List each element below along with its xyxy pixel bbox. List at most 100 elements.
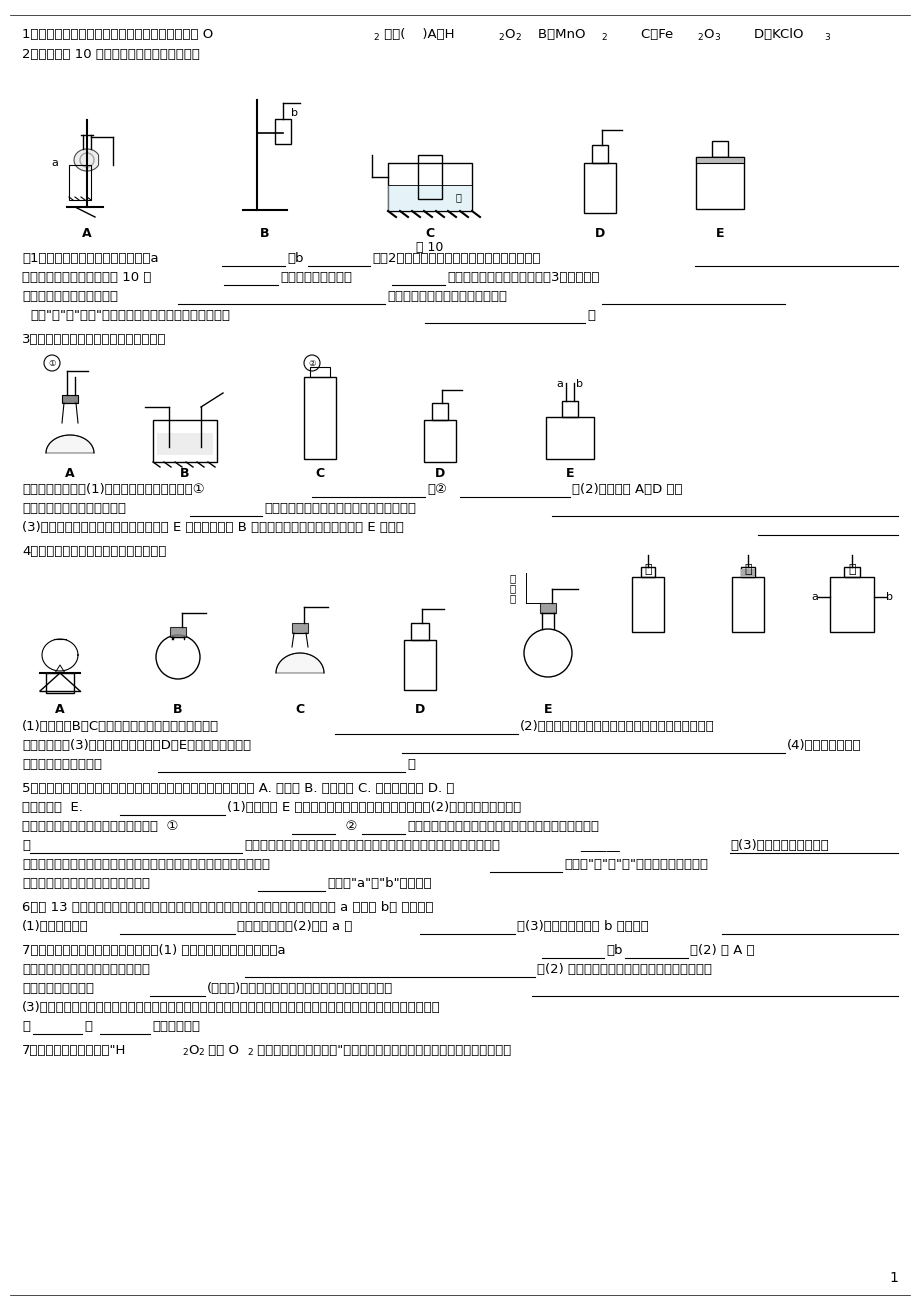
Text: E: E [715, 227, 723, 240]
Bar [696, 158, 743, 210]
Text: ；实验结束，停止加热时要先把导管移出水面，其理由: ；实验结束，停止加热时要先把导管移出水面，其理由 [406, 820, 598, 833]
Text: 4、请根据下列装置图，回答有关问题：: 4、请根据下列装置图，回答有关问题： [22, 546, 166, 559]
Bar [539, 603, 555, 613]
Bar [432, 404, 448, 421]
Text: 请回答下列问题：(1)指出有编号的仪器名称：①: 请回答下列问题：(1)指出有编号的仪器名称：① [22, 483, 204, 496]
Text: 2: 2 [246, 1048, 253, 1057]
Bar [591, 145, 607, 163]
Text: b: b [576, 379, 583, 389]
Text: 2: 2 [600, 33, 606, 42]
Text: (3)氢气是最清洁的燃料，它的密度比空气小，难溶于水，实验室常用锌粒与稀硫酸反应来制得。收集氢气的装置可选: (3)氢气是最清洁的燃料，它的密度比空气小，难溶于水，实验室常用锌粒与稀硫酸反应… [22, 1001, 440, 1014]
Polygon shape [46, 435, 94, 453]
Text: ；b: ；b [606, 944, 622, 957]
Text: D: D [435, 467, 445, 480]
Text: 丙: 丙 [847, 562, 855, 575]
Bar [303, 378, 335, 460]
Text: 2: 2 [198, 1048, 203, 1057]
Text: ，此时发现水槽中的水变成了浅紫红色，你认为产生该现象的原因可能是: ，此时发现水槽中的水变成了浅紫红色，你认为产生该现象的原因可能是 [244, 838, 499, 852]
Text: 3: 3 [823, 33, 829, 42]
Text: （填标号，下同）与: （填标号，下同）与 [279, 271, 352, 284]
Bar [275, 118, 290, 145]
Text: B: B [173, 703, 183, 716]
Text: 2: 2 [497, 33, 503, 42]
Text: 。: 。 [406, 758, 414, 771]
Text: 器: 器 [509, 592, 516, 603]
Polygon shape [276, 654, 323, 673]
Text: C、Fe: C、Fe [607, 29, 673, 40]
Bar [411, 622, 428, 641]
Text: 生成 O: 生成 O [204, 1044, 239, 1057]
Text: 取二氧化碳的化学方程式为: 取二氧化碳的化学方程式为 [22, 290, 118, 303]
Text: 气，发生装置可选用: 气，发生装置可选用 [22, 982, 94, 995]
Bar [740, 566, 754, 577]
Bar [62, 395, 78, 404]
Text: ；(3)实验室检验气体 b 的方法是: ；(3)实验室检验气体 b 的方法是 [516, 921, 648, 934]
Text: 。(2)利用上述 A、D 装置: 。(2)利用上述 A、D 装置 [572, 483, 682, 496]
Text: D、KClO: D、KClO [720, 29, 802, 40]
Text: (1)相信你在 E 处还可以写出另一种制取氧气的方法；(2)若用右图装置加热高: (1)相信你在 E 处还可以写出另一种制取氧气的方法；(2)若用右图装置加热高 [227, 801, 521, 814]
Text: A: A [55, 703, 64, 716]
Text: 2、请结合图 10 所示实验装置回答有关问题：: 2、请结合图 10 所示实验装置回答有关问题： [22, 48, 199, 61]
Text: 的是(    )A、H: 的是( )A、H [380, 29, 454, 40]
Text: 组装一套制取氧气的装置。（3）实验室制: 组装一套制取氧气的装置。（3）实验室制 [447, 271, 599, 284]
Text: b: b [291, 108, 298, 118]
Text: （填"能"或"不能"）用于实验室制取二氧化碳，理由是: （填"能"或"不能"）用于实验室制取二氧化碳，理由是 [30, 309, 230, 322]
Text: 6、图 13 所示的是电解水实验装置。通电一段时间后，在两个试管中分别收集到气体 a 和气体 b。 请回答：: 6、图 13 所示的是电解水实验装置。通电一段时间后，在两个试管中分别收集到气体… [22, 901, 433, 914]
Bar [424, 421, 456, 462]
Text: ①: ① [48, 358, 56, 367]
Bar [403, 641, 436, 690]
Text: 2: 2 [515, 33, 520, 42]
Text: 注: 注 [509, 573, 516, 583]
Text: E: E [565, 467, 573, 480]
Text: O: O [504, 29, 514, 40]
Bar [46, 673, 74, 693]
Text: 5、通过一年的化学学习，应该知道有多种途径可以制取氧气。如 A. 电解水 B. 分离空气 C. 加热高锰酸钾 D. 分: 5、通过一年的化学学习，应该知道有多种途径可以制取氧气。如 A. 电解水 B. … [22, 783, 454, 796]
Text: 2: 2 [697, 33, 702, 42]
Bar [545, 417, 594, 460]
Text: 氧气，供选用的装置如下：要得到平稳的氧气流，应选用的发生装置是: 氧气，供选用的装置如下：要得到平稳的氧气流，应选用的发生装置是 [22, 858, 269, 871]
Text: 解过氧化氢  E.: 解过氧化氢 E. [22, 801, 83, 814]
Text: ______: ______ [579, 838, 619, 852]
Text: C: C [315, 467, 324, 480]
Text: 。: 。 [586, 309, 595, 322]
Bar [310, 367, 330, 378]
Bar [631, 577, 664, 631]
Text: 。(2) 用 A 装: 。(2) 用 A 装 [689, 944, 754, 957]
Text: 3: 3 [713, 33, 719, 42]
Bar [69, 165, 91, 201]
Text: 。(2) 实验室中，用加热高锰酸钾的方法制取氧: 。(2) 实验室中，用加热高锰酸钾的方法制取氧 [537, 963, 711, 976]
Bar [562, 401, 577, 417]
Bar [291, 622, 308, 633]
Text: A: A [82, 227, 92, 240]
Text: ；(3)若分解过氧化氢制取: ；(3)若分解过氧化氢制取 [729, 838, 828, 852]
Text: 1、下列含氧化合物，不需要加热就能够直接产生 O: 1、下列含氧化合物，不需要加热就能够直接产生 O [22, 29, 213, 40]
Text: 转化为化学能；(2)气体 a 为: 转化为化学能；(2)气体 a 为 [237, 921, 352, 934]
Text: 3、下图是化学实验中常用的几种装置。: 3、下图是化学实验中常用的几种装置。 [22, 333, 166, 346]
Text: D: D [414, 703, 425, 716]
Text: 甲: 甲 [643, 562, 651, 575]
Text: （选填"a"或"b"）导入。: （选填"a"或"b"）导入。 [326, 878, 431, 891]
Bar [711, 141, 727, 158]
Text: b: b [885, 592, 892, 602]
Text: ②: ② [308, 358, 315, 367]
Bar [584, 163, 616, 214]
Text: (1)电解水时，将: (1)电解水时，将 [22, 921, 88, 934]
Text: 置制取某种气体的一个化学方程式为: 置制取某种气体的一个化学方程式为 [22, 963, 150, 976]
Text: 7、研究性学习小组选择"H: 7、研究性学习小组选择"H [22, 1044, 126, 1057]
Text: 。你所组装的上述制取氧气的装置: 。你所组装的上述制取氧气的装置 [387, 290, 506, 303]
Text: 锰酸钾制取氧气：写出标号仪器的名称  ①: 锰酸钾制取氧气：写出标号仪器的名称 ① [22, 820, 178, 833]
Text: 乙: 乙 [743, 562, 751, 575]
Text: 用: 用 [22, 1019, 30, 1032]
Text: 是: 是 [22, 838, 30, 852]
Bar [417, 155, 441, 199]
Text: ，②: ，② [426, 483, 447, 496]
Text: a: a [51, 158, 59, 168]
Text: ，写出实验室制取该气体的化学反应方程式: ，写出实验室制取该气体的化学反应方程式 [264, 503, 415, 516]
Text: 水: 水 [455, 191, 460, 202]
Text: B: B [180, 467, 189, 480]
Text: O: O [702, 29, 713, 40]
Bar [170, 628, 186, 637]
Text: A: A [65, 467, 74, 480]
Text: 根据该反应原理，可选择图 10 中: 根据该反应原理，可选择图 10 中 [22, 271, 152, 284]
Bar [732, 577, 763, 631]
